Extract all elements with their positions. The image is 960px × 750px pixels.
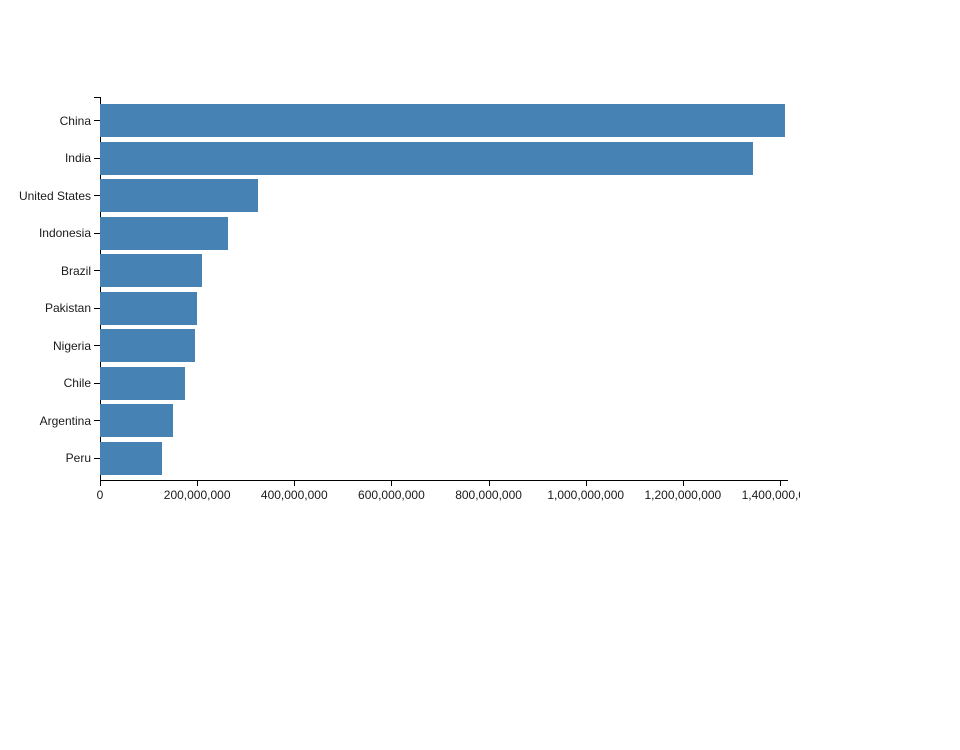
category-label: Peru [65,451,91,465]
category-tick [94,232,100,234]
category-tick [94,157,100,159]
x-axis-tick [100,480,101,486]
plot-area: China India United States Indonesia Brazil Pa… [18,97,800,502]
x-axis-tick [294,480,296,486]
category-tick [94,420,100,421]
bar [100,329,196,362]
category-label: Argentina [39,413,91,428]
x-tick-label: 1,000,000,000 [547,488,625,502]
x-axis-tick [391,480,393,486]
category-tick [94,307,100,309]
category-tick [94,120,100,121]
x-tick-label: 1,200,000,000 [644,488,722,502]
bar [100,179,258,212]
category-label: India [64,151,91,165]
category-tick [94,457,100,459]
x-tick-label: 1,400,000,000 [741,488,800,502]
category-label: Pakistan [44,301,91,315]
category-tick [94,270,100,271]
x-tick-label: 200,000,000 [163,488,231,502]
bar [100,291,198,325]
bar [100,104,785,137]
bar [100,141,754,175]
bar [100,441,163,475]
category-label: Indonesia [38,226,91,240]
bar [100,404,173,437]
category-label: China [59,113,91,128]
category-label: Brazil [60,263,91,278]
x-axis-line [100,480,788,481]
x-axis-tick [488,480,490,486]
x-tick-label: 800,000,000 [455,488,522,502]
y-axis-line [100,97,101,480]
category-tick [94,345,100,346]
category-label: Chile [63,376,91,390]
x-tick-label: 0 [96,488,104,502]
bar [100,366,185,400]
category-label: Nigeria [52,338,91,353]
x-tick-label: 600,000,000 [358,488,425,502]
bar [100,216,229,250]
x-axis-tick [197,480,199,486]
bar [100,254,202,287]
x-axis-tick [780,480,781,486]
chart-clip-area: China India United States Indonesia Brazil Pa… [18,97,800,502]
category-tick [94,195,100,196]
x-tick-label: 400,000,000 [260,488,328,502]
x-axis-tick [585,480,587,486]
x-axis-tick [682,480,684,486]
category-tick [94,382,100,384]
y-axis-top-tick [94,97,100,98]
category-label: United States [18,188,91,203]
